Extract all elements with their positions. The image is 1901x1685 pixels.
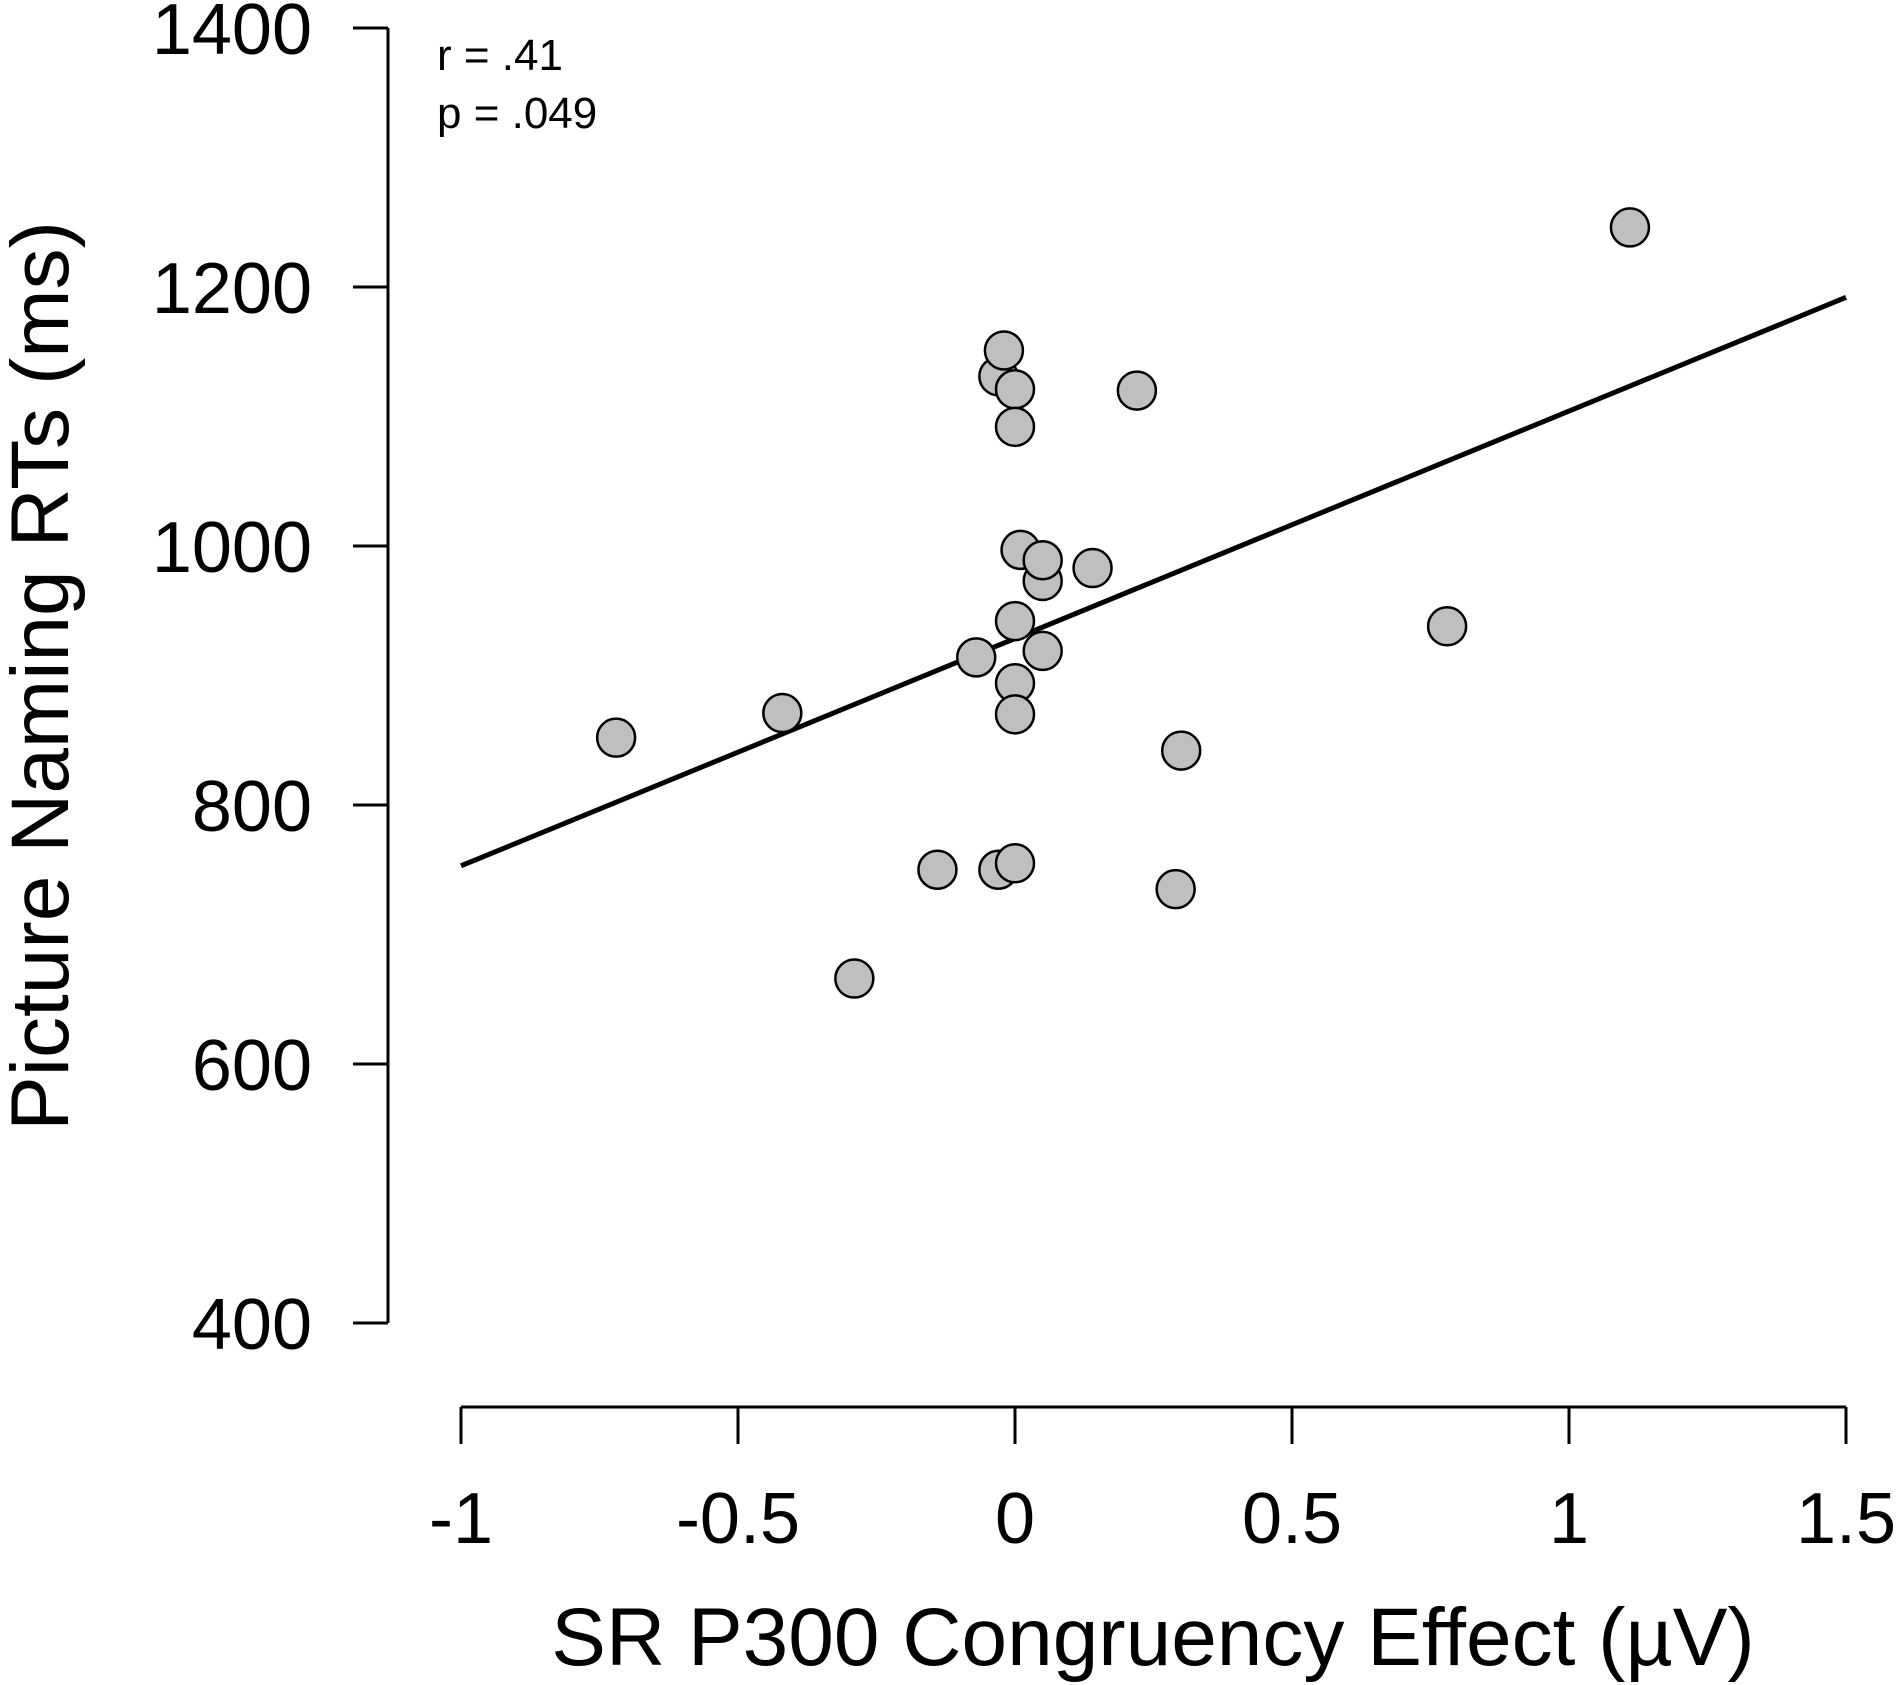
p-annotation: p = .049 [437,89,597,138]
x-tick-label: 0 [995,1479,1035,1559]
data-point [994,600,1036,642]
data-point [1155,868,1196,910]
regression-line [460,295,1847,869]
x-tick-label: -1 [429,1479,493,1559]
data-point [1160,730,1202,771]
data-point [917,849,958,890]
y-axis-ticks: 400 600 800 1000 1200 1400 [152,0,388,1365]
data-point [762,692,803,734]
y-tick-label: 1400 [152,0,312,70]
data-point [955,637,997,678]
y-tick-label: 400 [192,1285,312,1365]
x-tick-label: 1 [1549,1479,1589,1559]
y-tick-label: 600 [192,1026,312,1106]
y-tick-label: 800 [192,767,312,847]
r-annotation: r = .41 [437,31,563,80]
data-point [994,406,1036,448]
data-point [994,369,1036,410]
data-point [1022,539,1063,581]
y-tick-label: 1000 [152,508,312,588]
data-point [983,330,1025,371]
data-point [1022,630,1063,672]
data-point [1072,547,1113,589]
x-tick-label: -0.5 [676,1479,800,1559]
x-tick-label: 0.5 [1242,1479,1342,1559]
data-point [994,843,1036,884]
y-axis-title: Picture Naming RTs (ms) [0,221,86,1131]
data-point [1609,207,1651,248]
x-axis-ticks: -1 -0.5 0 0.5 1 1.5 [429,1407,1896,1559]
data-point [1116,370,1158,411]
x-tick-label: 1.5 [1796,1479,1896,1559]
x-axis-title: SR P300 Congruency Effect (µV) [551,1592,1754,1683]
data-point [994,694,1036,735]
data-point [834,958,875,999]
data-point [1426,606,1468,647]
data-point [595,717,637,758]
data-points [595,207,1651,999]
y-tick-label: 1200 [152,249,312,329]
